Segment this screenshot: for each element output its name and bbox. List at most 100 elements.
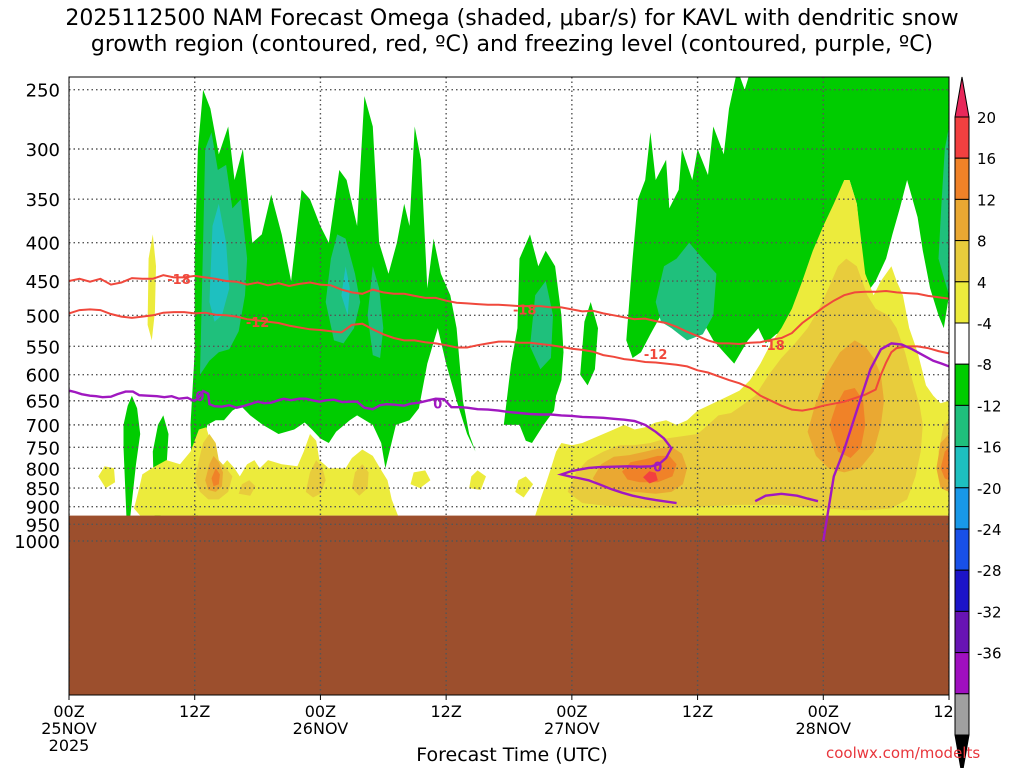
colorbar-label-9: -20 <box>977 480 1002 498</box>
colorbar-box-9 <box>954 446 970 489</box>
y-tick-label-1000: 1000 <box>14 532 60 553</box>
terrain-block <box>69 515 949 695</box>
chart-title: 2025112500 NAM Forecast Omega (shaded, μ… <box>65 6 959 57</box>
colorbar-label-2: 12 <box>977 191 996 209</box>
colorbar-label-1: 16 <box>977 150 996 168</box>
y-tick-label-600: 600 <box>26 366 60 387</box>
x-tick-label-48-1: 27NOV <box>544 719 600 738</box>
freezing-label-0: 0 <box>195 390 204 405</box>
x-tick-label-36-0: 12Z <box>430 702 461 721</box>
dgz-label-extra-2: -18 <box>761 339 785 354</box>
y-axis: 2503003504004505005506006507007508008509… <box>14 81 60 553</box>
omega-region-y1-19 <box>515 476 534 498</box>
x-tick-label-60-0: 12Z <box>682 702 713 721</box>
omega-region-o2-31 <box>211 468 220 487</box>
colorbar-box-15 <box>954 693 970 736</box>
y-tick-label-700: 700 <box>26 416 60 437</box>
colorbar-box-13 <box>954 610 970 654</box>
colorbar-box-6 <box>954 322 970 365</box>
y-tick-label-250: 250 <box>26 81 60 102</box>
x-tick-label-72-1: 28NOV <box>795 719 851 738</box>
contour-layer: -18 -12 -18 -12 -18 0 0 0 <box>69 273 949 542</box>
colorbar-label-10: -24 <box>977 521 1002 539</box>
y-tick-label-850: 850 <box>26 479 60 500</box>
colorbar-box-4 <box>954 240 970 283</box>
dgz-label-extra-0: -18 <box>513 303 537 318</box>
x-tick-label-12-0: 12Z <box>179 702 210 721</box>
colorbar-box-14 <box>954 652 970 695</box>
colorbar-label-0: 20 <box>977 109 996 127</box>
freezing-contour-1 <box>754 492 819 503</box>
colorbar-box-1 <box>954 116 970 159</box>
y-tick-label-400: 400 <box>26 234 60 255</box>
x-tick-label-0-0: 00Z <box>53 702 84 721</box>
x-axis-title: Forecast Time (UTC) <box>416 744 608 766</box>
colorbar: 20 16 12 8 4 -4 -8 -12 -16 -20 -24 -28 -32 -36 <box>954 76 1002 768</box>
plot-frame <box>68 76 950 696</box>
omega-region-o2-33 <box>829 388 866 458</box>
colorbar-box-10 <box>954 487 970 530</box>
omega-region-g-1 <box>123 395 141 521</box>
colorbar-label-8: -16 <box>977 439 1002 457</box>
y-tick-label-500: 500 <box>26 306 60 327</box>
colorbar-box-7 <box>954 363 970 406</box>
omega-region-c-12 <box>209 203 230 322</box>
colorbar-label-6: -8 <box>977 356 992 374</box>
colorbar-label-5: -4 <box>977 315 992 333</box>
x-tick-label-0-2: 2025 <box>49 736 90 755</box>
omega-region-y1-18 <box>469 470 486 490</box>
y-tick-label-300: 300 <box>26 140 60 161</box>
omega-region-o2-32 <box>622 455 677 483</box>
omega-region-t-10 <box>655 242 717 341</box>
dgz-label-1: -12 <box>246 316 270 331</box>
y-tick-label-800: 800 <box>26 459 60 480</box>
dgz-label-0: -18 <box>167 273 191 288</box>
omega-region-o2-34 <box>940 447 949 481</box>
colorbar-box-3 <box>954 198 970 242</box>
omega-region-y1-16 <box>134 427 398 516</box>
colorbar-label-12: -32 <box>977 603 1002 621</box>
colorbar-box-5 <box>954 281 970 324</box>
y-tick-label-900: 900 <box>26 498 60 519</box>
colorbar-label-7: -12 <box>977 397 1002 415</box>
credit-text: coolwx.com/modelts <box>826 744 981 762</box>
colorbar-box-12 <box>954 569 970 612</box>
y-tick-label-650: 650 <box>26 392 60 413</box>
y-tick-label-750: 750 <box>26 438 60 459</box>
freezing-contour-2 <box>822 342 949 542</box>
x-tick-label-72-0: 00Z <box>808 702 839 721</box>
colorbar-label-4: 4 <box>977 274 987 292</box>
colorbar-bottom-arrow <box>954 734 970 768</box>
omega-region-y2-22 <box>238 480 256 496</box>
colorbar-box-11 <box>954 528 970 571</box>
colorbar-label-3: 8 <box>977 233 987 251</box>
colorbar-label-13: -36 <box>977 645 1002 663</box>
y-tick-label-550: 550 <box>26 337 60 358</box>
omega-region-r-35 <box>643 471 658 484</box>
y-tick-label-350: 350 <box>26 190 60 211</box>
freezing-label-2: 0 <box>653 461 662 476</box>
dgz-label-extra-1: -12 <box>644 348 668 363</box>
y-tick-label-450: 450 <box>26 272 60 293</box>
omega-region-y1-17 <box>410 470 431 489</box>
dgz-contour-0 <box>69 274 949 346</box>
omega-region-t-9 <box>530 281 553 370</box>
x-tick-label-24-0: 00Z <box>305 702 336 721</box>
dgz-contour-1 <box>69 308 949 412</box>
colorbar-box-2 <box>954 157 970 200</box>
y-tick-label-950: 950 <box>26 515 60 536</box>
colorbar-top-arrow <box>954 76 970 118</box>
freezing-contour-0 <box>69 389 677 505</box>
x-tick-label-48-0: 00Z <box>556 702 587 721</box>
omega-region-y1-14 <box>147 234 156 341</box>
omega-region-g-4 <box>580 302 598 386</box>
colorbar-box-8 <box>954 404 970 448</box>
omega-region-y2-24 <box>351 464 369 496</box>
colorbar-label-11: -28 <box>977 562 1002 580</box>
x-tick-label-24-1: 26NOV <box>293 719 349 738</box>
omega-region-y1-15 <box>98 466 116 489</box>
x-tick-label-0-1: 25NOV <box>41 719 97 738</box>
freezing-label-1: 0 <box>433 398 442 413</box>
omega-region-t-11 <box>938 126 949 296</box>
